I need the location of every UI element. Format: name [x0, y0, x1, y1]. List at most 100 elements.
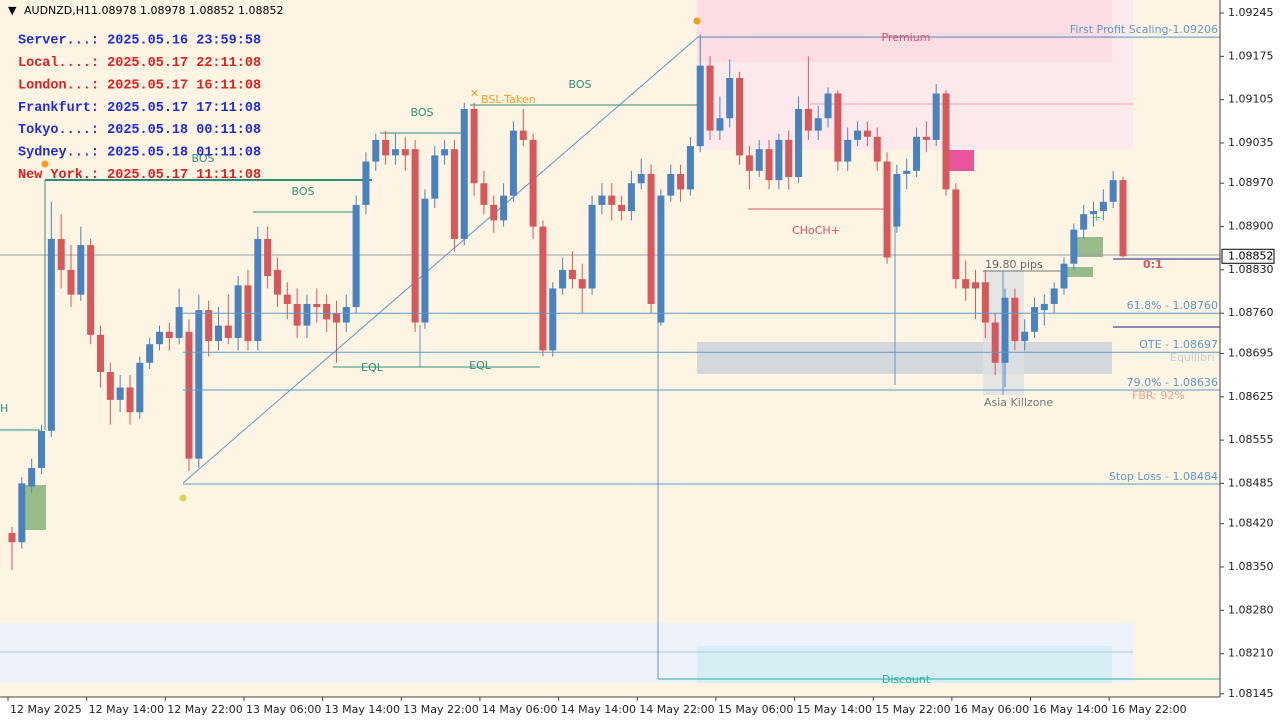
candle-body	[323, 303, 331, 320]
annotation: Asia Killzone	[984, 396, 1053, 409]
candle-body	[411, 149, 419, 323]
price-axis-background	[1220, 0, 1280, 720]
annotation: CHoCH+	[792, 224, 840, 237]
session-clocks: Server...: 2025.05.16 23:59:58 Local....:…	[18, 34, 261, 183]
candle-body	[795, 108, 803, 178]
candle-body	[529, 139, 537, 227]
candle-body	[224, 325, 232, 338]
y-tick-label: 1.08280	[1228, 603, 1274, 616]
candle-body	[1011, 297, 1019, 342]
candle-body	[863, 130, 871, 137]
x-tick-label: 16 May 14:00	[1033, 703, 1108, 716]
candle-body	[637, 173, 645, 184]
candle-body	[1070, 229, 1078, 264]
candle-body	[834, 93, 842, 162]
candle-body	[726, 77, 734, 119]
y-tick-label: 1.08485	[1228, 476, 1274, 489]
annotation: BOS	[192, 152, 215, 165]
candle-body	[824, 93, 832, 119]
candle-body	[136, 362, 144, 413]
candle-body	[549, 288, 557, 351]
candle-body	[500, 195, 508, 221]
y-tick-label: 1.09175	[1228, 49, 1274, 62]
candle-body	[755, 149, 763, 171]
candle-body	[431, 155, 439, 199]
candle-body	[28, 467, 36, 487]
candle-body	[913, 136, 921, 171]
candle-body	[1001, 297, 1009, 363]
candle-body	[47, 238, 55, 431]
axes: 1.09245 1.09175 1.09105 1.09035 1.08970 1.089…	[7, 6, 1274, 716]
candle-body	[1031, 307, 1039, 332]
annotation: H	[0, 402, 8, 415]
candle-body	[116, 387, 124, 400]
candle-body	[627, 183, 635, 212]
candle-body	[883, 161, 891, 258]
annotation: EQL	[361, 361, 384, 374]
level-label: First Profit Scaling-1.09206	[1070, 23, 1218, 36]
candle-body	[1099, 201, 1107, 212]
candle-body	[175, 307, 183, 338]
annotation: Discount	[882, 673, 931, 686]
candle-body	[450, 149, 458, 239]
session-clock: Tokyo....: 2025.05.18 00:11:08	[18, 123, 261, 138]
candle-body	[1050, 288, 1058, 304]
candle-body	[657, 195, 665, 323]
candle-body	[1021, 331, 1029, 342]
symbol: AUDNZD,H1	[24, 4, 91, 17]
candle-body	[254, 238, 262, 342]
candle-body	[519, 130, 527, 140]
candle-body	[273, 269, 281, 295]
level-label: 61.8% - 1.08760	[1127, 299, 1218, 312]
swing-marker	[693, 17, 701, 25]
annotation: 0:1	[1143, 258, 1163, 271]
candle-body	[441, 149, 449, 156]
candle-body	[313, 303, 321, 308]
swing-marker	[41, 160, 49, 168]
y-tick-label: 1.08420	[1228, 517, 1274, 530]
premium-zone	[697, 0, 1112, 62]
candle-body	[185, 331, 193, 459]
order-block	[948, 150, 974, 171]
candle-body	[716, 118, 724, 131]
session-clock: Sydney...: 2025.05.18 01:11:08	[18, 146, 261, 161]
x-tick-label: 15 May 14:00	[797, 703, 872, 716]
candle-body	[608, 195, 616, 205]
session-clock: Frankfurt: 2025.05.17 17:11:08	[18, 101, 261, 116]
menu-arrow[interactable]: ▼	[8, 4, 17, 17]
y-tick-label: 1.08350	[1228, 560, 1274, 573]
candle-body	[401, 149, 409, 156]
candle-body	[942, 93, 950, 190]
candle-body	[146, 344, 154, 363]
candle-body	[293, 303, 301, 326]
y-tick-label: 1.09105	[1228, 93, 1274, 106]
y-tick-label: 1.09245	[1228, 6, 1274, 19]
candle-body	[165, 331, 173, 338]
candle-body	[647, 173, 655, 304]
x-tick-label: 15 May 22:00	[875, 703, 950, 716]
annotation: 19.80 pips	[985, 258, 1043, 271]
cross-marker: +	[1092, 211, 1101, 224]
candle-body	[696, 65, 704, 147]
candle-body	[155, 331, 163, 345]
fvg-box	[1067, 267, 1093, 277]
candle-body	[470, 108, 478, 184]
candle-body	[991, 322, 999, 363]
x-tick-label: 12 May 2025	[10, 703, 82, 716]
candle-body	[873, 136, 881, 162]
candle-body	[126, 387, 134, 413]
session-clock: London...: 2025.05.17 16:11:08	[18, 78, 261, 93]
candle-body	[342, 307, 350, 323]
candle-body	[667, 173, 675, 196]
candle-body	[972, 282, 980, 289]
candle-body	[588, 204, 596, 289]
candle-body	[57, 238, 65, 270]
y-tick-label: 1.09035	[1228, 136, 1274, 149]
candle-body	[96, 334, 104, 373]
candles	[8, 34, 1127, 571]
candle-body	[1060, 263, 1068, 289]
equilibrium-zone	[697, 342, 1112, 374]
current-price-box	[1221, 248, 1275, 264]
candle-body	[234, 285, 242, 338]
candle-body	[352, 204, 360, 308]
